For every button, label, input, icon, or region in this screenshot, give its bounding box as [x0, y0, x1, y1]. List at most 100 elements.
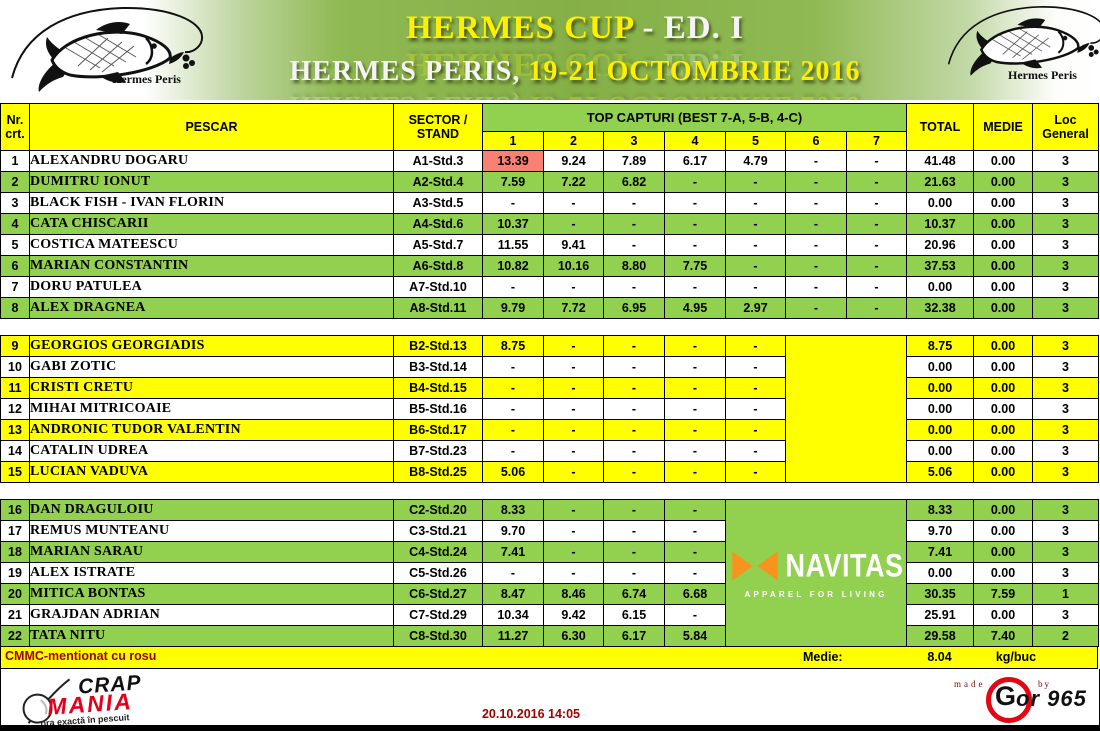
capture-col-2: 2 — [543, 131, 604, 151]
event-subtitle: HERMES PERIS, 19-21 OCTOMBRIE 2016 — [289, 56, 861, 87]
table-row: 15 LUCIAN VADUVA B8-Std.25 5.06- - - -5.06 0.00… — [0, 461, 1100, 483]
cell-loc-general: 3 — [1032, 604, 1100, 626]
cell-loc-general: 1 — [1032, 583, 1100, 605]
cell-total: 8.75 — [906, 335, 975, 357]
cell-sector-stand: B6-Std.17 — [393, 419, 483, 441]
cell-capture-5: - — [725, 377, 786, 399]
cell-medie: 0.00 — [973, 255, 1034, 277]
cell-pescar: COSTICA MATEESCU — [29, 234, 394, 256]
cell-medie: 0.00 — [973, 461, 1034, 483]
timestamp: 20.10.2016 14:05 — [481, 707, 580, 721]
cell-medie: 0.00 — [973, 604, 1034, 626]
table-row: 17 REMUS MUNTEANU C3-Std.21 9.70- - -9.70 0.00… — [0, 520, 1100, 542]
cell-nr: 13 — [0, 419, 30, 441]
cell-pescar: LUCIAN VADUVA — [29, 461, 394, 483]
cell-capture-4: - — [664, 398, 726, 420]
cell-nr: 5 — [0, 234, 30, 256]
cell-sector-stand: B3-Std.14 — [393, 356, 483, 378]
cell-nr: 22 — [0, 625, 30, 647]
section-gap — [0, 482, 1099, 500]
cell-sector-stand: C4-Std.24 — [393, 541, 483, 563]
cell-medie: 7.59 — [973, 583, 1034, 605]
hermes-peris-logo-left: Hermes Peris — [4, 2, 219, 98]
cell-capture-3: - — [603, 377, 665, 399]
cell-medie: 0.00 — [973, 440, 1034, 462]
cell-capture-3: - — [603, 461, 665, 483]
table-row: 11 CRISTI CRETU B4-Std.15- - - - -0.00 0.00 3 — [0, 377, 1100, 399]
cell-capture-5: - — [725, 335, 786, 357]
logo-caption: Hermes Peris — [1008, 68, 1077, 82]
cell-pescar: REMUS MUNTEANU — [29, 520, 394, 542]
cell-medie: 0.00 — [973, 171, 1034, 193]
cell-capture-1: 7.59 — [482, 171, 544, 193]
table-row: 4 CATA CHISCARII A4-Std.6 10.37- - - - - -10.37 0… — [0, 213, 1100, 235]
cell-capture-1: - — [482, 356, 544, 378]
cell-capture-5: - — [725, 440, 786, 462]
cell-loc-general: 3 — [1032, 276, 1100, 298]
cell-capture-4: - — [664, 335, 726, 357]
cell-sector-stand: A1-Std.3 — [393, 150, 483, 172]
cell-loc-general: 3 — [1032, 356, 1100, 378]
cell-capture-2: - — [543, 356, 604, 378]
cell-capture-1: 8.47 — [482, 583, 544, 605]
cell-capture-3: 6.74 — [603, 583, 665, 605]
cell-capture-7: - — [845, 255, 908, 277]
cell-capture-3: - — [603, 234, 665, 256]
cell-capture-1: 10.37 — [482, 213, 544, 235]
cell-sector-stand: B2-Std.13 — [393, 335, 483, 357]
cell-capture-3: - — [603, 356, 665, 378]
cell-medie: 0.00 — [973, 192, 1034, 214]
cell-total: 8.33 — [906, 499, 975, 521]
cell-total: 30.35 — [906, 583, 975, 605]
cell-capture-4: - — [664, 377, 726, 399]
cell-capture-7: - — [845, 213, 908, 235]
cell-capture-1: 9.70 — [482, 520, 544, 542]
cell-capture-7: - — [845, 192, 908, 214]
table-row: 10 GABI ZOTIC B3-Std.14- - - - -0.00 0.00 3 — [0, 356, 1100, 378]
capture-col-6: 6 — [785, 131, 847, 151]
cell-nr: 1 — [0, 150, 30, 172]
cell-pescar: GRAJDAN ADRIAN — [29, 604, 394, 626]
cell-pescar: TATA NITU — [29, 625, 394, 647]
cell-sector-stand: A5-Std.7 — [393, 234, 483, 256]
cell-capture-5: 2.97 — [725, 297, 786, 319]
note-bar: CMMC-mentionat cu rosu Medie: 8.04 kg/bu… — [0, 646, 1098, 669]
cell-capture-4: - — [664, 604, 726, 626]
cell-sector-stand: B5-Std.16 — [393, 398, 483, 420]
cell-capture-6: - — [785, 150, 847, 172]
event-subtitle-reflection: HERMES PERIS, 19-21 OCTOMBRIE 2016 — [235, 90, 915, 100]
cell-sector-stand: A3-Std.5 — [393, 192, 483, 214]
cell-capture-1: 5.06 — [482, 461, 544, 483]
table-row: 16 DAN DRAGULOIU C2-Std.20 8.33- - - NAVITAS AP… — [0, 499, 1100, 647]
cell-pescar: MITICA BONTAS — [29, 583, 394, 605]
gor965-logo: made by G or 965 — [946, 671, 1096, 723]
cell-capture-2: - — [543, 461, 604, 483]
cell-capture-5: - — [725, 276, 786, 298]
cell-total: 0.00 — [906, 356, 975, 378]
cell-capture-6: - — [785, 171, 847, 193]
cell-capture-1: 13.39 — [482, 150, 544, 172]
cell-total: 0.00 — [906, 419, 975, 441]
cell-capture-1: 8.75 — [482, 335, 544, 357]
gor-by-label: by — [1038, 679, 1051, 689]
gor-made-label: made — [954, 679, 986, 689]
cell-pescar: CATALIN UDREA — [29, 440, 394, 462]
cell-capture-5: 4.79 — [725, 150, 786, 172]
cell-capture-2: - — [543, 541, 604, 563]
cell-nr: 17 — [0, 520, 30, 542]
cell-capture-6: - — [785, 213, 847, 235]
table-row: 9 GEORGIOS GEORGIADIS B2-Std.13 8.75- - - -8.7… — [0, 335, 1100, 483]
col-header-nr: Nr. crt. — [0, 103, 30, 151]
gor-ring-icon — [986, 677, 1032, 723]
cell-capture-2: - — [543, 562, 604, 584]
cell-capture-6: - — [785, 234, 847, 256]
cell-total: 0.00 — [906, 440, 975, 462]
col-header-sector-stand: SECTOR / STAND — [393, 103, 483, 151]
cell-nr: 14 — [0, 440, 30, 462]
cell-capture-5: - — [725, 192, 786, 214]
cell-loc-general: 3 — [1032, 171, 1100, 193]
cell-capture-2: - — [543, 213, 604, 235]
cell-capture-2: 7.22 — [543, 171, 604, 193]
col-header-total: TOTAL — [906, 103, 975, 151]
